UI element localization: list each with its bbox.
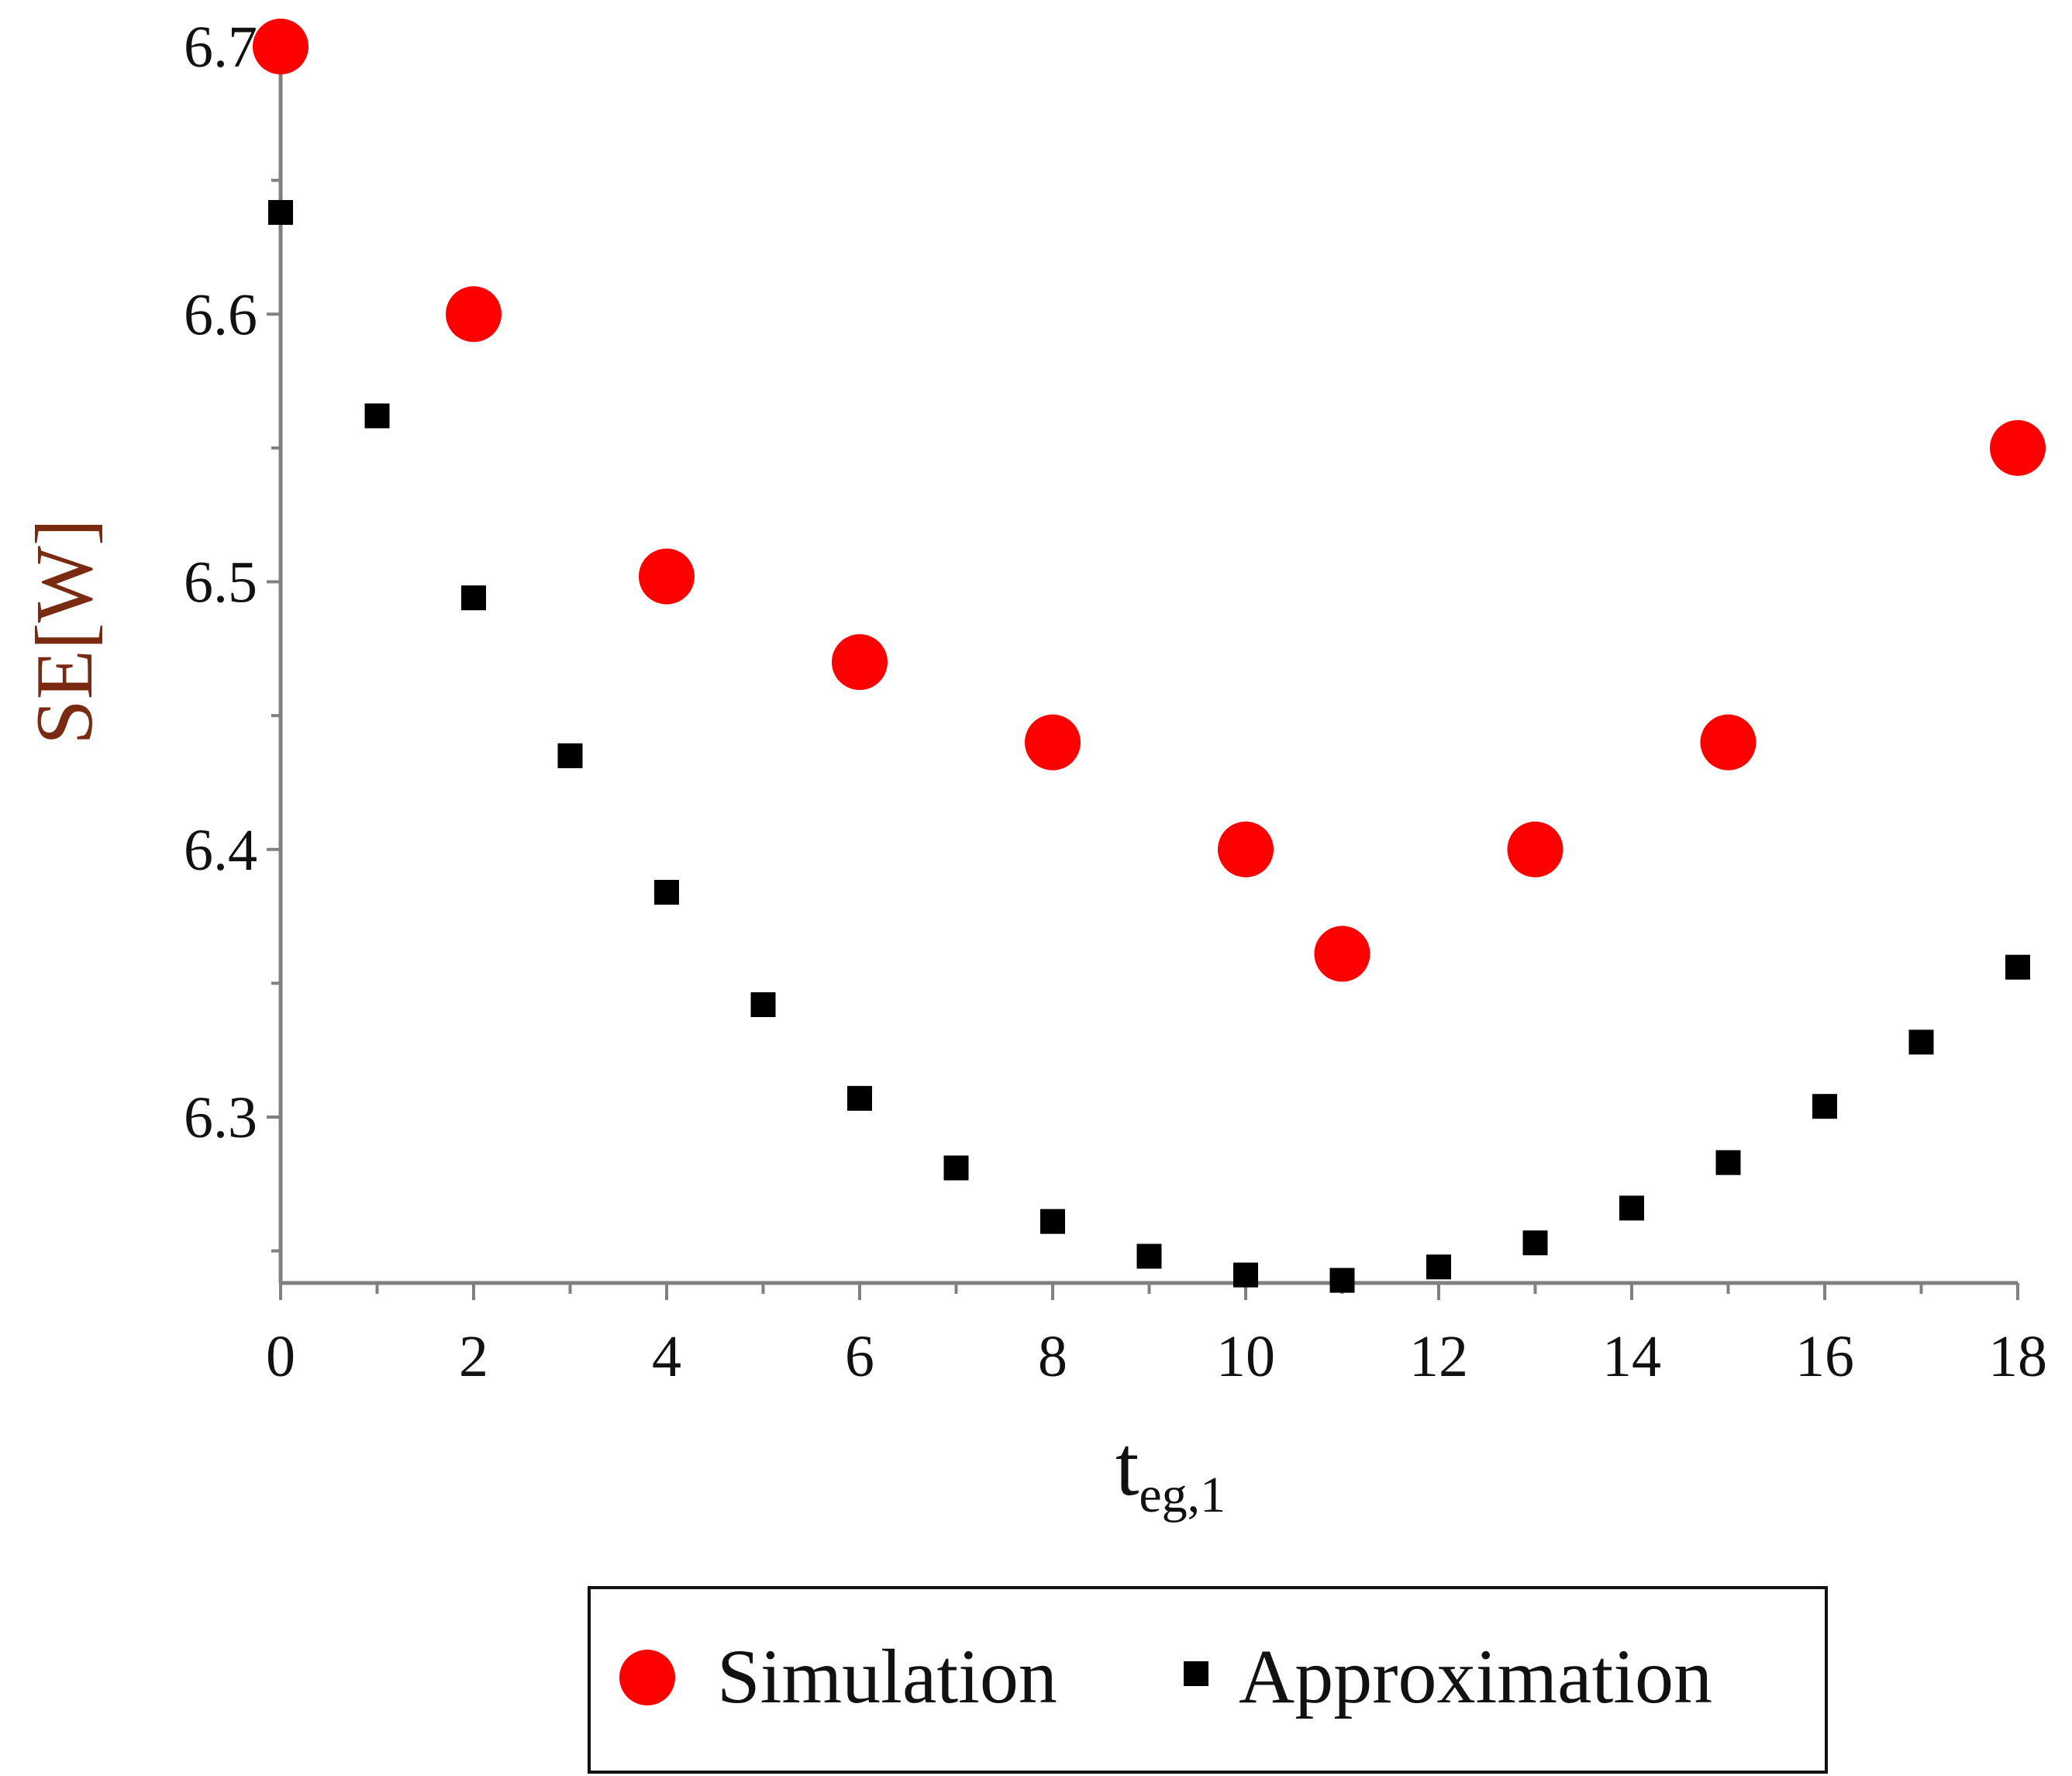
approximation-point <box>1136 1243 1162 1269</box>
axes <box>278 33 2018 1285</box>
simulation-point <box>1025 714 1081 771</box>
approximation-point <box>1812 1094 1837 1119</box>
approximation-point <box>1329 1267 1355 1293</box>
y-tick-label: 6.3 <box>184 1085 257 1150</box>
approximation-point <box>1040 1209 1065 1234</box>
x-tick-label: 6 <box>845 1324 874 1389</box>
approximation-point <box>1908 1029 1934 1055</box>
simulation-point <box>639 548 695 605</box>
x-tick-label: 16 <box>1795 1324 1854 1389</box>
simulation-point <box>1700 714 1757 771</box>
x-axis-title-subscript: eg,1 <box>1139 1467 1226 1523</box>
legend-approximation-label: Approximation <box>1239 1633 1712 1719</box>
simulation-point <box>253 19 309 74</box>
x-tick-label: 12 <box>1409 1324 1468 1389</box>
approximation-point <box>1619 1195 1644 1221</box>
simulation-point <box>1314 926 1370 982</box>
y-tick-label: 6.7 <box>184 15 257 80</box>
approximation-point <box>943 1155 969 1181</box>
approximation-point <box>1522 1230 1548 1256</box>
approximation-point <box>1233 1262 1258 1288</box>
approximation-point <box>750 991 776 1017</box>
approximation-point <box>268 200 293 226</box>
y-tick-label: 6.4 <box>184 818 257 883</box>
x-ticks: 0 2 4 6 8 10 12 14 16 18 <box>266 1283 2047 1389</box>
y-ticks: 6.3 6.4 6.5 6.6 6.7 <box>184 15 281 1253</box>
approximation-point <box>1715 1150 1741 1175</box>
simulation-point <box>1990 419 2046 476</box>
approximation-point <box>2005 954 2030 980</box>
y-tick-label: 6.6 <box>184 282 257 347</box>
x-tick-label: 4 <box>652 1324 681 1389</box>
legend-simulation-label: Simulation <box>717 1633 1057 1719</box>
x-tick-label: 10 <box>1216 1324 1275 1389</box>
approximation-point <box>1426 1254 1451 1280</box>
approximation-point <box>364 403 390 429</box>
approximation-point <box>654 879 679 905</box>
data-marks <box>253 19 2046 1293</box>
x-tick-label: 14 <box>1602 1324 1661 1389</box>
simulation-point <box>1218 821 1274 878</box>
legend-approximation-marker <box>1184 1661 1208 1686</box>
y-tick-label: 6.5 <box>184 550 257 616</box>
x-tick-label: 18 <box>1988 1324 2047 1389</box>
y-axis-title: SE[W] <box>19 519 109 745</box>
simulation-point <box>446 286 502 343</box>
simulation-point <box>832 634 888 691</box>
x-axis-title: teg,1 <box>1115 1419 1226 1523</box>
x-axis-title-main: t <box>1115 1419 1139 1513</box>
x-tick-label: 0 <box>266 1324 295 1389</box>
legend: Simulation Approximation <box>588 1586 1828 1774</box>
x-tick-label: 2 <box>459 1324 488 1389</box>
approximation-point <box>847 1085 872 1111</box>
legend-simulation-marker <box>619 1650 675 1705</box>
simulation-point <box>1507 821 1563 878</box>
approximation-point <box>557 743 583 768</box>
approximation-point <box>461 585 486 611</box>
x-tick-label: 8 <box>1038 1324 1067 1389</box>
